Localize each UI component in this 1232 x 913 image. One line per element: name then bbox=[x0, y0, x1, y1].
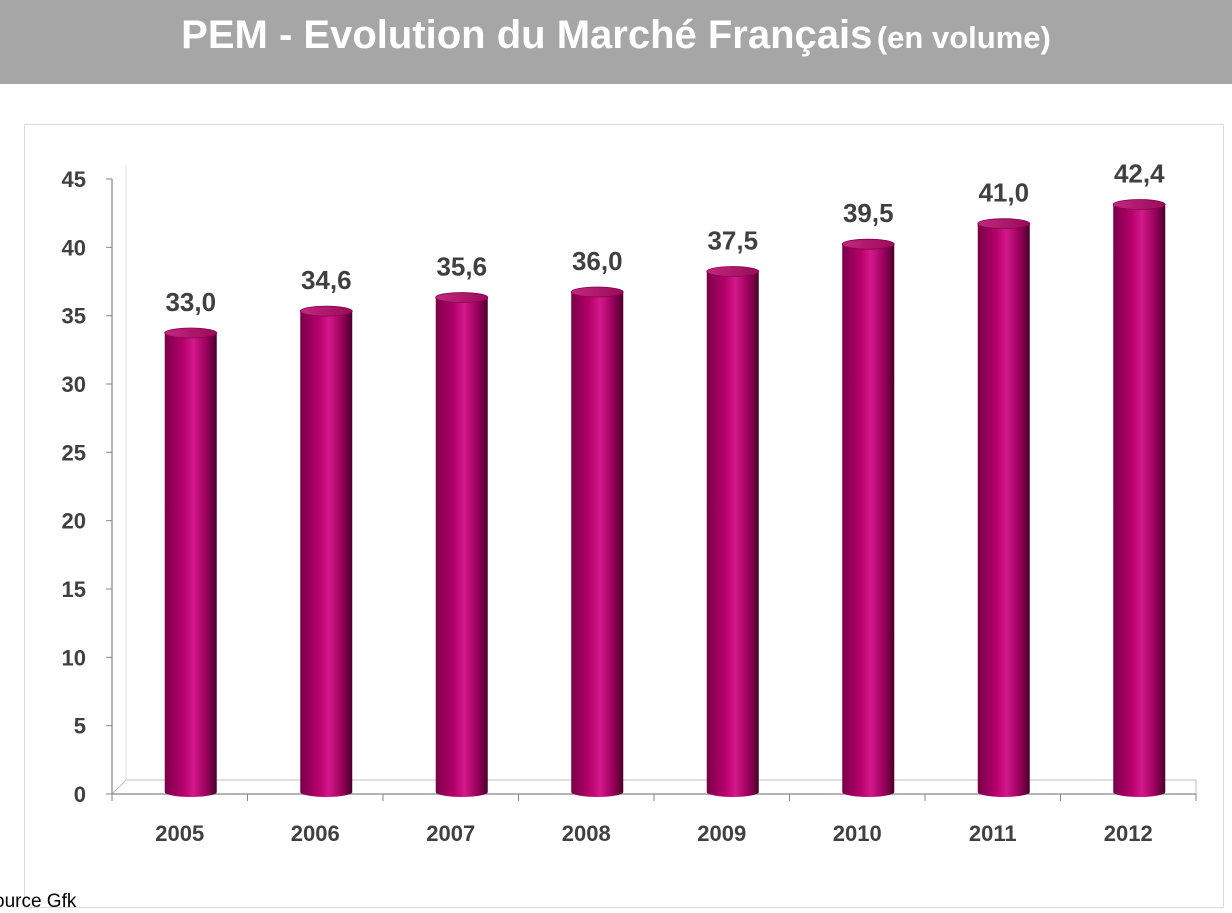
y-tick-label: 0 bbox=[74, 782, 86, 807]
bar-value-label: 34,6 bbox=[301, 265, 352, 295]
bar-value-label: 41,0 bbox=[978, 178, 1029, 208]
bar bbox=[300, 311, 353, 798]
page-subtitle: (en volume) bbox=[876, 20, 1051, 55]
bar-value-label: 39,5 bbox=[843, 198, 894, 228]
bar-value-label: 42,4 bbox=[1114, 159, 1165, 189]
x-tick-label: 2012 bbox=[1104, 821, 1153, 846]
x-tick-label: 2009 bbox=[697, 821, 746, 846]
bar bbox=[164, 333, 217, 798]
bar-cap bbox=[1112, 199, 1166, 210]
source-note: ource Gfk bbox=[0, 891, 77, 912]
page-title: PEM - Evolution du Marché Français bbox=[181, 13, 873, 57]
bar bbox=[842, 244, 895, 798]
bar-value-label: 33,0 bbox=[165, 287, 216, 317]
y-tick-label: 10 bbox=[62, 645, 86, 670]
y-tick-label: 5 bbox=[74, 714, 86, 739]
y-tick-label: 20 bbox=[62, 509, 86, 534]
bar-cap bbox=[841, 238, 895, 250]
bar bbox=[435, 297, 488, 798]
bar bbox=[977, 223, 1030, 798]
bar-value-label: 37,5 bbox=[707, 226, 758, 256]
bar-value-label: 36,0 bbox=[572, 246, 623, 276]
bar bbox=[1113, 204, 1166, 798]
y-tick-label: 35 bbox=[62, 304, 86, 329]
bar bbox=[706, 271, 759, 798]
bar-cap bbox=[706, 266, 760, 277]
bar-cap bbox=[977, 218, 1031, 230]
bar-cap bbox=[435, 292, 489, 303]
x-tick-label: 2008 bbox=[562, 821, 611, 846]
x-tick-label: 2010 bbox=[833, 821, 882, 846]
x-tick-label: 2007 bbox=[426, 821, 475, 846]
bar-cap bbox=[299, 305, 353, 317]
title-bar: PEM - Evolution du Marché Français (en v… bbox=[0, 0, 1232, 84]
x-tick-label: 2006 bbox=[291, 821, 340, 846]
x-tick-label: 2011 bbox=[969, 821, 1017, 846]
y-tick-label: 25 bbox=[62, 440, 86, 465]
y-tick-label: 45 bbox=[62, 167, 86, 192]
y-tick-label: 15 bbox=[62, 577, 86, 602]
y-tick-label: 40 bbox=[62, 235, 86, 260]
bar-value-label: 35,6 bbox=[436, 251, 487, 281]
bar bbox=[571, 292, 624, 798]
bar-cap bbox=[570, 286, 624, 298]
y-tick-label: 30 bbox=[62, 372, 86, 397]
x-tick-label: 2005 bbox=[155, 821, 204, 846]
chart-frame: 0 5 10 15 20 25 30 35 40 45 33,0 2005 34,6 2006 35,6 20… bbox=[24, 124, 1224, 908]
bar-chart: 0 5 10 15 20 25 30 35 40 45 33,0 2005 34,6 2006 35,6 20… bbox=[62, 159, 1197, 846]
chart-floor bbox=[110, 779, 1197, 795]
bar-cap bbox=[164, 327, 218, 339]
